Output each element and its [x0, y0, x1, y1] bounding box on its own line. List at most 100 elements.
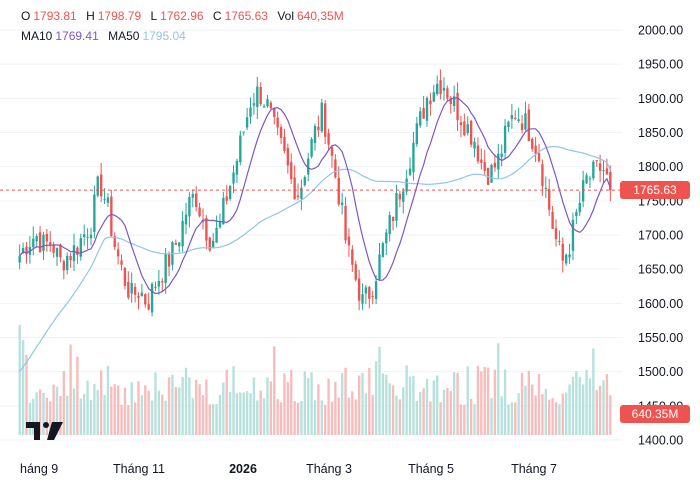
volume-bar	[476, 365, 480, 435]
volume-bar	[195, 379, 198, 435]
candle-body	[222, 198, 225, 225]
tradingview-logo[interactable]	[26, 420, 64, 442]
volume-bar	[184, 367, 188, 435]
volume-bar	[588, 378, 592, 435]
volume-bar	[239, 392, 242, 435]
volume-bar	[303, 371, 307, 435]
volume-bar	[452, 372, 456, 435]
volume-bar	[93, 383, 96, 435]
candle-body	[439, 80, 442, 95]
candle-body	[575, 211, 578, 217]
candle-body	[99, 174, 103, 197]
candle-body	[310, 139, 313, 157]
candle-body	[235, 160, 239, 175]
volume-bars	[18, 325, 612, 435]
volume-bar	[242, 392, 245, 435]
candle-body	[279, 127, 283, 138]
volume-bar	[279, 402, 283, 435]
volume-bar	[357, 375, 361, 435]
candle-body	[592, 161, 595, 179]
volume-bar	[548, 399, 551, 435]
volume-bar	[507, 404, 510, 435]
candle-body	[38, 232, 42, 253]
volume-bar	[609, 395, 612, 435]
volume-bar	[123, 387, 127, 435]
candle-body	[290, 162, 293, 180]
candle-body	[398, 194, 402, 200]
volume-bar	[541, 394, 544, 435]
candle-body	[554, 228, 558, 240]
candle-body	[561, 243, 564, 261]
ma50-label: MA50	[108, 29, 140, 43]
volume-bar	[55, 386, 59, 435]
candle-body	[256, 86, 259, 107]
candle-body	[110, 196, 113, 236]
volume-bar	[364, 393, 368, 435]
close-value: 1765.63	[224, 9, 268, 23]
volume-bar	[205, 379, 208, 435]
candle-body	[18, 255, 21, 263]
high-value: 1798.79	[97, 9, 142, 23]
volume-bar	[385, 374, 388, 435]
volume-bar	[544, 388, 547, 435]
candle-body	[381, 243, 385, 258]
volume-bar	[473, 404, 476, 435]
volume-bar	[391, 385, 395, 435]
candle-body	[93, 194, 96, 232]
volume-bar	[62, 370, 66, 435]
candle-body	[388, 215, 391, 234]
candle-body	[564, 254, 568, 264]
candle-body	[195, 193, 198, 208]
candle-body	[147, 304, 150, 310]
candle-body	[178, 242, 181, 247]
candle-body	[52, 244, 55, 253]
volume-bar	[558, 404, 561, 435]
volume-bar	[35, 392, 38, 435]
ma10-label: MA10	[21, 29, 53, 43]
candle-body	[245, 117, 249, 128]
close-label: C	[212, 9, 222, 23]
volume-bar	[32, 398, 35, 435]
volume-bar	[110, 386, 113, 435]
volume-bar	[497, 343, 500, 435]
candle-body	[412, 142, 415, 173]
candle-body	[469, 120, 473, 145]
ma-legend: MA10 1769.41 MA50 1795.04	[21, 29, 192, 43]
candle-body	[548, 189, 551, 210]
volume-bar	[218, 394, 222, 435]
candle-body	[150, 283, 154, 313]
candle-body	[531, 138, 534, 149]
candle-body	[154, 286, 157, 288]
ma50-line	[19, 145, 611, 373]
volume-bar	[371, 394, 374, 435]
candle-body	[391, 216, 395, 222]
volume-bar	[323, 404, 327, 435]
candle-body	[476, 145, 480, 162]
candle-body	[578, 202, 581, 213]
candle-body	[334, 159, 337, 178]
candle-body	[296, 195, 300, 198]
candle-body	[208, 237, 211, 251]
candle-body	[408, 168, 412, 175]
candle-body	[524, 113, 527, 130]
volume-bar	[188, 377, 191, 435]
candle-body	[127, 281, 130, 298]
candle-body	[228, 185, 232, 200]
candle-body	[520, 123, 524, 130]
volume-bar	[21, 340, 25, 435]
volume-bar	[66, 395, 69, 435]
candle-body	[184, 214, 188, 225]
volume-bar	[578, 376, 581, 435]
volume-bar	[259, 390, 262, 435]
candle-body	[232, 172, 235, 184]
candle-body	[510, 115, 514, 120]
volume-bar	[405, 365, 408, 435]
candle-body	[459, 122, 463, 126]
candle-body	[69, 255, 72, 261]
candle-body	[507, 121, 510, 127]
volume-bar	[140, 395, 144, 435]
volume-bar	[439, 402, 442, 435]
candle-body	[266, 99, 269, 107]
volume-bar	[120, 404, 123, 435]
